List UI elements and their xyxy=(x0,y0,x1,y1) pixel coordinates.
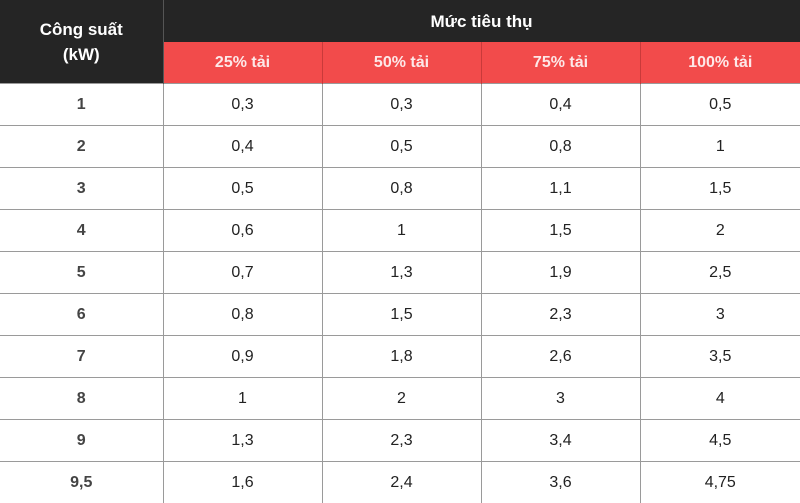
consumption-cell: 3 xyxy=(640,294,800,336)
consumption-cell: 0,5 xyxy=(640,84,800,126)
consumption-cell: 0,8 xyxy=(481,126,640,168)
power-cell: 4 xyxy=(0,210,163,252)
consumption-cell: 4,75 xyxy=(640,462,800,503)
load-header-100: 100% tải xyxy=(640,42,800,84)
consumption-cell: 0,4 xyxy=(481,84,640,126)
power-cell: 2 xyxy=(0,126,163,168)
consumption-cell: 3,4 xyxy=(481,420,640,462)
consumption-cell: 2,6 xyxy=(481,336,640,378)
consumption-cell: 0,8 xyxy=(322,168,481,210)
consumption-cell: 0,9 xyxy=(163,336,322,378)
consumption-cell: 1 xyxy=(640,126,800,168)
consumption-cell: 1,5 xyxy=(322,294,481,336)
load-header-75: 75% tải xyxy=(481,42,640,84)
consumption-cell: 4,5 xyxy=(640,420,800,462)
power-column-header: Công suất (kW) xyxy=(0,0,163,84)
power-cell: 5 xyxy=(0,252,163,294)
consumption-cell: 2,5 xyxy=(640,252,800,294)
power-cell: 6 xyxy=(0,294,163,336)
consumption-cell: 0,8 xyxy=(163,294,322,336)
consumption-cell: 3,5 xyxy=(640,336,800,378)
power-cell: 9 xyxy=(0,420,163,462)
consumption-cell: 0,5 xyxy=(163,168,322,210)
consumption-cell: 2,3 xyxy=(322,420,481,462)
consumption-cell: 2 xyxy=(640,210,800,252)
consumption-cell: 1,5 xyxy=(481,210,640,252)
consumption-cell: 0,3 xyxy=(163,84,322,126)
consumption-header: Mức tiêu thụ xyxy=(163,0,800,42)
consumption-cell: 1 xyxy=(322,210,481,252)
consumption-cell: 1,6 xyxy=(163,462,322,503)
consumption-cell: 4 xyxy=(640,378,800,420)
consumption-cell: 2,4 xyxy=(322,462,481,503)
power-cell: 7 xyxy=(0,336,163,378)
consumption-cell: 0,4 xyxy=(163,126,322,168)
consumption-cell: 0,5 xyxy=(322,126,481,168)
power-label-line1: Công suất xyxy=(0,17,163,42)
consumption-cell: 1,9 xyxy=(481,252,640,294)
consumption-cell: 1,8 xyxy=(322,336,481,378)
consumption-cell: 1,5 xyxy=(640,168,800,210)
consumption-cell: 3,6 xyxy=(481,462,640,503)
power-cell: 8 xyxy=(0,378,163,420)
consumption-cell: 0,3 xyxy=(322,84,481,126)
load-header-25: 25% tải xyxy=(163,42,322,84)
consumption-cell: 1,1 xyxy=(481,168,640,210)
consumption-cell: 0,7 xyxy=(163,252,322,294)
consumption-cell: 1,3 xyxy=(163,420,322,462)
load-header-50: 50% tải xyxy=(322,42,481,84)
consumption-cell: 1,3 xyxy=(322,252,481,294)
power-cell: 3 xyxy=(0,168,163,210)
consumption-cell: 0,6 xyxy=(163,210,322,252)
power-cell: 1 xyxy=(0,84,163,126)
consumption-cell: 2 xyxy=(322,378,481,420)
consumption-cell: 1 xyxy=(163,378,322,420)
consumption-cell: 3 xyxy=(481,378,640,420)
consumption-cell: 2,3 xyxy=(481,294,640,336)
power-cell: 9,5 xyxy=(0,462,163,503)
power-label-line2: (kW) xyxy=(0,42,163,67)
